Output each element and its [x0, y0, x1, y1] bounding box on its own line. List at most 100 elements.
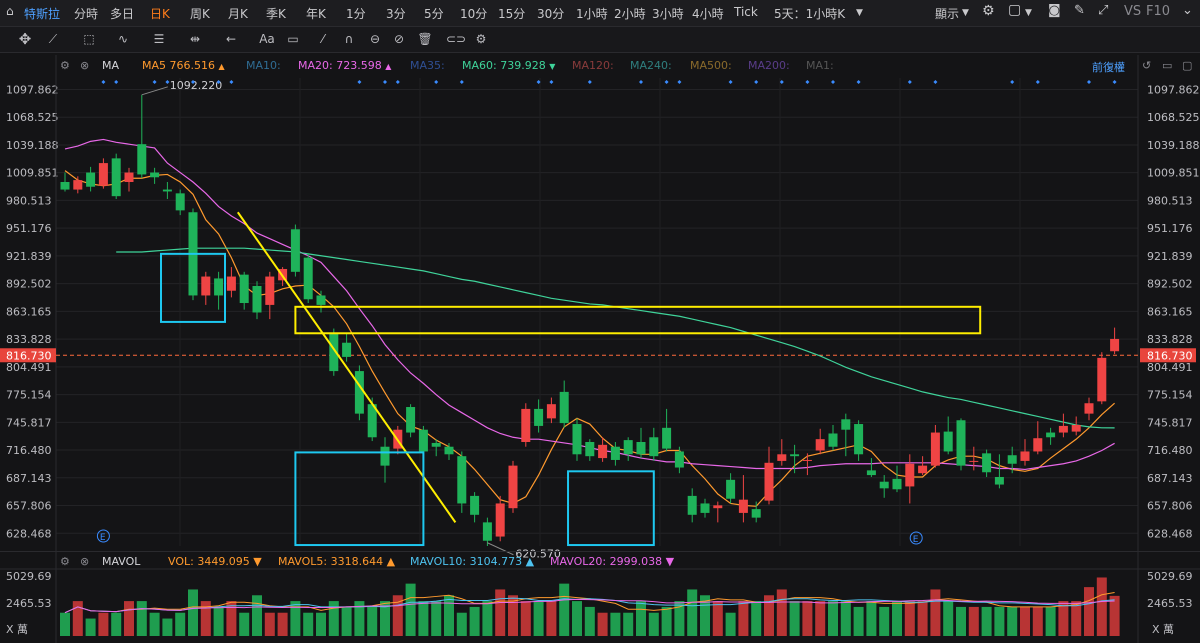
magnet-icon[interactable]: ∩	[344, 32, 354, 46]
candle-body	[406, 407, 416, 433]
event-diamond	[357, 80, 362, 84]
custom-period-caret-icon[interactable]: ▼	[856, 8, 863, 18]
wave-tool-icon[interactable]: ∿	[117, 32, 129, 46]
chevron-down-icon[interactable]: ⌄	[1182, 3, 1193, 18]
line-tool-icon[interactable]: ⟋	[48, 32, 58, 46]
settings-icon[interactable]: ⚙	[982, 3, 995, 19]
adjust-label[interactable]: 前復權	[1092, 61, 1125, 74]
candle-body	[265, 276, 275, 305]
ma-item-8[interactable]: MA200:	[748, 59, 790, 72]
crosshair-icon[interactable]: ✥	[18, 30, 32, 48]
f10-button[interactable]: F10	[1146, 4, 1171, 19]
volume-bar	[930, 589, 941, 636]
period-tab-10[interactable]: 10分	[460, 7, 488, 21]
trash-icon[interactable]: 🗑	[417, 32, 433, 46]
display-menu[interactable]: 顯示	[935, 7, 960, 21]
layout-caret-icon[interactable]: ▼	[1025, 8, 1032, 18]
period-tab-6[interactable]: 年K	[306, 7, 326, 21]
volume-bar	[917, 601, 928, 636]
candle-body	[521, 408, 531, 442]
volume-bar	[636, 601, 646, 636]
fib-tool-icon[interactable]: ☰	[153, 32, 165, 46]
ma-label[interactable]: MA	[102, 59, 120, 72]
period-tab-17[interactable]: Tick	[734, 5, 758, 19]
vol-item-0[interactable]: VOL: 3449.095 ▼	[168, 555, 262, 568]
event-diamond	[728, 80, 733, 84]
draw-icon[interactable]: ✎	[1074, 3, 1085, 18]
toolbar-settings-icon[interactable]: ⚙	[475, 32, 487, 46]
pen-tool-icon[interactable]: ⁄	[321, 32, 324, 46]
vol-item-2[interactable]: MAVOL10: 3104.773 ▲	[410, 555, 535, 568]
volume-bar	[943, 601, 954, 636]
ma-item-1[interactable]: MA10:	[246, 59, 281, 72]
period-tab-4[interactable]: 月K	[228, 7, 248, 21]
volume-bar	[533, 601, 544, 636]
ma-item-3[interactable]: MA35:	[410, 59, 445, 72]
fullscreen-icon[interactable]: ⤢	[1098, 3, 1109, 18]
ma-item-4[interactable]: MA60: 739.928 ▼	[462, 59, 555, 72]
period-tab-1[interactable]: 多日	[110, 7, 135, 21]
event-diamond	[101, 80, 106, 84]
period-tab-7[interactable]: 1分	[346, 7, 366, 21]
custom-period[interactable]: 5天：1小時K	[774, 7, 846, 21]
minimize-icon[interactable]: ▭	[1162, 59, 1173, 72]
vol-item-3[interactable]: MAVOL20: 2999.038 ▼	[550, 555, 675, 568]
candle-body	[124, 172, 134, 182]
ma-item-7[interactable]: MA500:	[690, 59, 732, 72]
candle-body	[162, 189, 172, 192]
vol-label[interactable]: MAVOL	[102, 555, 141, 568]
ma-item-5[interactable]: MA120:	[572, 59, 614, 72]
period-tab-5[interactable]: 季K	[266, 7, 286, 21]
period-tab-9[interactable]: 5分	[424, 7, 444, 21]
layout-icon[interactable]: ▢	[1008, 2, 1022, 18]
event-diamond	[114, 80, 119, 84]
home-icon[interactable]: ⌂	[6, 4, 14, 18]
display-caret-icon[interactable]: ▼	[962, 8, 969, 18]
hide-icon[interactable]: ⊘	[393, 32, 405, 46]
ma-item-2[interactable]: MA20: 723.598 ▲	[298, 59, 391, 72]
price-tick-left: 863.165	[6, 305, 52, 318]
period-tab-14[interactable]: 2小時	[614, 7, 646, 21]
period-tab-11[interactable]: 15分	[498, 7, 526, 21]
volume-unit-left: X 萬	[6, 623, 28, 636]
rect-tool-icon[interactable]: ⬚	[83, 32, 95, 46]
candle-body	[854, 424, 864, 455]
ma-item-6[interactable]: MA240:	[630, 59, 672, 72]
ma-item-name: MA240:	[630, 59, 672, 72]
text-tool-icon[interactable]: Aa	[259, 32, 275, 46]
period-tab-0[interactable]: 分時	[74, 7, 99, 21]
ma-settings-icon[interactable]: ⚙	[60, 59, 70, 72]
period-tab-2[interactable]: 日K	[150, 7, 170, 21]
period-tab-13[interactable]: 1小時	[576, 7, 608, 21]
vs-button[interactable]: VS	[1124, 4, 1142, 19]
measure-tool-icon[interactable]: ⇹	[189, 32, 201, 46]
period-tab-3[interactable]: 周K	[190, 7, 210, 21]
arrow-tool-icon[interactable]: ←	[225, 32, 237, 46]
ma-item-9[interactable]: MA1:	[806, 59, 834, 72]
note-tool-icon[interactable]: ▭	[287, 32, 299, 46]
vol-close-icon[interactable]: ⊗	[80, 555, 90, 568]
link-icon[interactable]: ⊂⊃	[446, 32, 467, 46]
period-tab-16[interactable]: 4小時	[692, 7, 724, 21]
volume-bar	[1109, 595, 1120, 636]
volume-tick-right: 2465.53	[1147, 597, 1193, 610]
period-tab-12[interactable]: 30分	[537, 7, 565, 21]
period-tab-15[interactable]: 3小時	[652, 7, 684, 21]
candle-body	[444, 446, 454, 455]
symbol-name[interactable]: 特斯拉	[24, 7, 61, 21]
vol-item-1[interactable]: MAVOL5: 3318.644 ▲	[278, 555, 396, 568]
volume-bar	[1071, 601, 1082, 636]
camera-icon[interactable]: ◙	[1048, 3, 1061, 18]
period-tab-8[interactable]: 3分	[386, 7, 406, 21]
ma-close-icon[interactable]: ⊗	[80, 59, 90, 72]
high-price-label: 1092.220	[170, 79, 223, 92]
candle-body	[252, 286, 262, 313]
maximize-icon[interactable]: ▢	[1182, 59, 1193, 72]
candle-body	[1110, 338, 1120, 352]
vol-settings-icon[interactable]: ⚙	[60, 555, 70, 568]
undo-icon[interactable]: ↺	[1142, 59, 1152, 72]
ma-item-0[interactable]: MA5 766.516 ▲	[142, 59, 225, 72]
candle-body	[342, 342, 352, 357]
lock-icon[interactable]: ⊖	[369, 32, 381, 46]
